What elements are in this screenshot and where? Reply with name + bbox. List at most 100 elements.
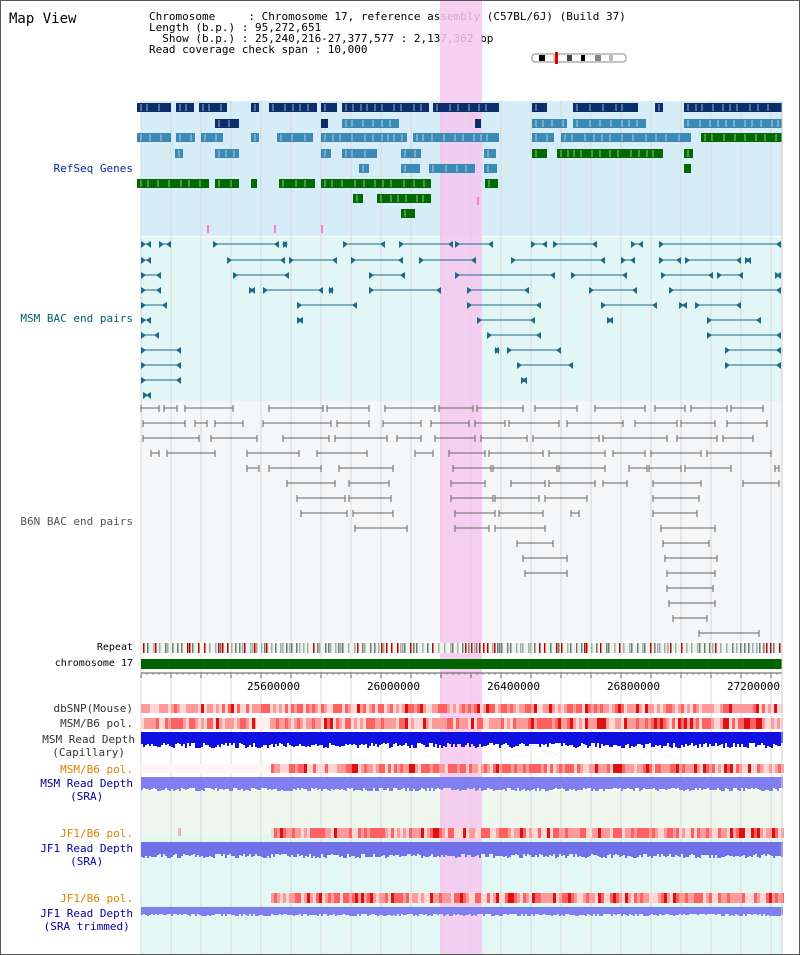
track-label-b6n-bac[interactable]: B6N BAC end pairs	[20, 515, 133, 528]
jf1-trimmed-depth	[457, 907, 459, 914]
jf1-trimmed-depth	[525, 907, 527, 914]
track-label-refseq[interactable]: RefSeq Genes	[53, 162, 133, 175]
msm-pol-heat-cell	[477, 718, 480, 729]
msm-capillary-depth	[451, 732, 453, 747]
jf1-trimmed-depth	[549, 907, 551, 915]
msm-sra-depth	[159, 777, 161, 791]
repeat-element	[432, 643, 434, 653]
dbsnp-heat-cell	[729, 704, 732, 713]
msm-sra-depth	[341, 777, 343, 789]
msm-sra-depth	[379, 777, 381, 788]
jf1-trimmed-depth	[463, 907, 465, 916]
jf1-sra-depth	[283, 842, 285, 854]
msm-sra-depth	[681, 777, 683, 790]
jf1-sra-depth	[471, 842, 473, 857]
msm-pol-heat-cell	[648, 718, 651, 729]
repeat-element	[153, 643, 155, 653]
jf1-pol2-heat-cell	[712, 893, 715, 903]
jf1-sra-depth	[561, 842, 563, 856]
jf1-trimmed-depth	[749, 907, 751, 914]
repeat-element	[357, 643, 359, 653]
msm-sra-depth	[745, 777, 747, 788]
track-label-msm-bac[interactable]: MSM BAC end pairs	[20, 312, 133, 325]
msm-pol2-heat-cell	[733, 764, 736, 773]
jf1-trimmed-depth	[719, 907, 721, 914]
msm-sra-depth	[185, 777, 187, 790]
msm-capillary-depth	[481, 732, 483, 747]
msm-capillary-depth	[653, 732, 655, 747]
refseq-gene	[532, 103, 547, 112]
jf1-sra-depth	[311, 842, 313, 858]
msm-capillary-depth	[691, 732, 693, 743]
jf1-sra-depth	[651, 842, 653, 858]
msm-capillary-depth	[399, 732, 401, 745]
jf1-pol2-heat-cell	[382, 893, 385, 903]
jf1-sra-depth	[327, 842, 329, 855]
msm-capillary-depth	[471, 732, 473, 744]
msm-sra-depth	[761, 777, 763, 791]
msm-sra-depth	[205, 777, 207, 788]
jf1-pol2-heat-cell	[430, 893, 433, 903]
jf1-pol2-heat-cell	[733, 893, 736, 903]
track-label-chromosome: chromosome 17	[54, 658, 133, 669]
jf1-sra-depth	[767, 842, 769, 854]
jf1-trimmed-depth	[227, 907, 229, 914]
repeat-element	[438, 643, 440, 653]
msm-capillary-depth	[297, 732, 299, 746]
jf1-pol-heat-cell	[736, 828, 739, 838]
jf1-pol2-heat-cell	[559, 893, 562, 903]
jf1-pol2-heat-cell	[778, 893, 781, 903]
jf1-pol2-heat-cell	[592, 893, 595, 903]
repeat-element	[271, 643, 273, 653]
msm-capillary-depth	[703, 732, 705, 744]
msm-sra-depth	[173, 777, 175, 791]
msm-sra-depth	[639, 777, 641, 791]
msm-sra-depth	[217, 777, 219, 791]
jf1-trimmed-depth	[197, 907, 199, 914]
jf1-trimmed-depth	[221, 907, 223, 916]
msm-bac-end	[343, 241, 348, 248]
refseq-gene	[484, 164, 497, 173]
msm-capillary-depth	[453, 732, 455, 744]
msm-sra-depth	[407, 777, 409, 788]
msm-sra-depth	[685, 777, 687, 790]
jf1-sra-depth	[693, 842, 695, 855]
jf1-pol-heat-cell	[316, 828, 319, 838]
msm-pol-heat-cell	[615, 718, 618, 729]
jf1-trimmed-depth	[311, 907, 313, 915]
msm-sra-depth	[209, 777, 211, 788]
dbsnp-heat-cell	[501, 704, 504, 713]
msm-pol-heat-cell	[747, 718, 750, 729]
msm-capillary-depth	[303, 732, 305, 746]
repeat-element	[172, 643, 174, 653]
msm-capillary-depth	[605, 732, 607, 745]
msm-capillary-depth	[231, 732, 233, 745]
dbsnp-heat-cell	[450, 704, 453, 713]
msm-pol2-heat-cell	[604, 764, 607, 773]
msm-sra-depth	[225, 777, 227, 789]
jf1-trimmed-depth	[767, 907, 769, 915]
msm-pol2-heat-cell	[712, 764, 715, 773]
msm-capillary-depth	[291, 732, 293, 746]
jf1-pol2-heat-cell	[685, 893, 688, 903]
msm-capillary-depth	[533, 732, 535, 744]
msm-sra-depth	[463, 777, 465, 790]
dbsnp-heat-cell	[438, 704, 441, 713]
msm-capillary-depth	[509, 732, 511, 747]
jf1-trimmed-depth	[199, 907, 201, 915]
msm-capillary-depth	[309, 732, 311, 747]
jf1-sra-depth	[175, 842, 177, 854]
msm-bac-end	[213, 241, 218, 248]
msm-capillary-depth	[317, 732, 319, 746]
msm-sra-depth	[233, 777, 235, 788]
msm-pol-heat-cell	[549, 718, 552, 729]
jf1-sra-depth	[231, 842, 233, 856]
jf1-pol-heat-cell	[478, 828, 481, 838]
msm-pol-heat-cell	[282, 718, 285, 729]
msm-pol-heat-cell	[417, 718, 420, 729]
repeat-element	[227, 643, 229, 653]
msm-capillary-depth	[367, 732, 369, 748]
msm-capillary-depth	[733, 732, 735, 743]
jf1-sra-depth	[491, 842, 493, 854]
